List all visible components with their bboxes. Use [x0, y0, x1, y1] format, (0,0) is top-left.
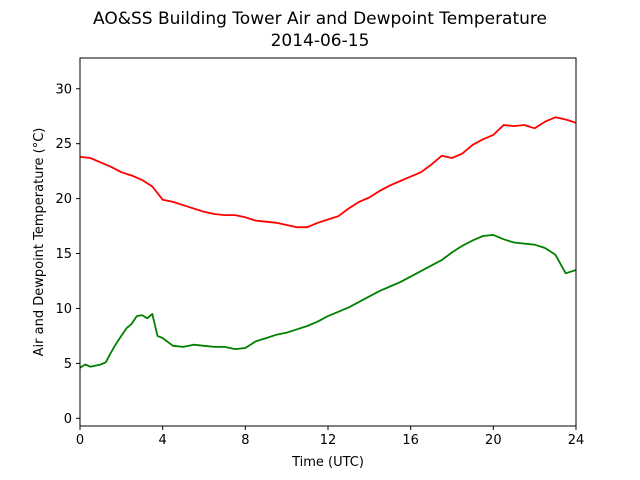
- y-tick-label: 20: [55, 192, 72, 207]
- y-tick-label: 5: [64, 357, 72, 372]
- x-tick-label: 8: [241, 433, 249, 448]
- y-tick-label: 30: [55, 82, 72, 97]
- y-axis-ticks: 0 5 10 15 20 25 30: [55, 82, 80, 427]
- x-tick-label: 0: [76, 433, 84, 448]
- series-line-0: [79, 116, 577, 229]
- x-tick-label: 4: [159, 433, 167, 448]
- y-tick-label: 25: [55, 137, 72, 152]
- plot-area-frame: [79, 57, 577, 427]
- x-tick-label: 20: [485, 433, 502, 448]
- y-axis-label: Air and Dewpoint Temperature (°C): [32, 128, 47, 357]
- y-tick-label: 10: [55, 302, 72, 317]
- x-tick-label: 12: [320, 433, 337, 448]
- x-axis-ticks: 0 4 8 12 16 20 24: [76, 426, 584, 448]
- x-axis-label: Time (UTC): [291, 455, 364, 470]
- y-tick-label: 0: [64, 412, 72, 427]
- chart-title: AO&SS Building Tower Air and Dewpoint Te…: [93, 9, 547, 29]
- x-tick-label: 16: [402, 433, 419, 448]
- series-line-1: [79, 234, 577, 369]
- chart-subtitle: 2014-06-15: [271, 31, 370, 51]
- series-layer: [79, 116, 577, 369]
- x-tick-label: 24: [568, 433, 585, 448]
- y-tick-label: 15: [55, 247, 72, 262]
